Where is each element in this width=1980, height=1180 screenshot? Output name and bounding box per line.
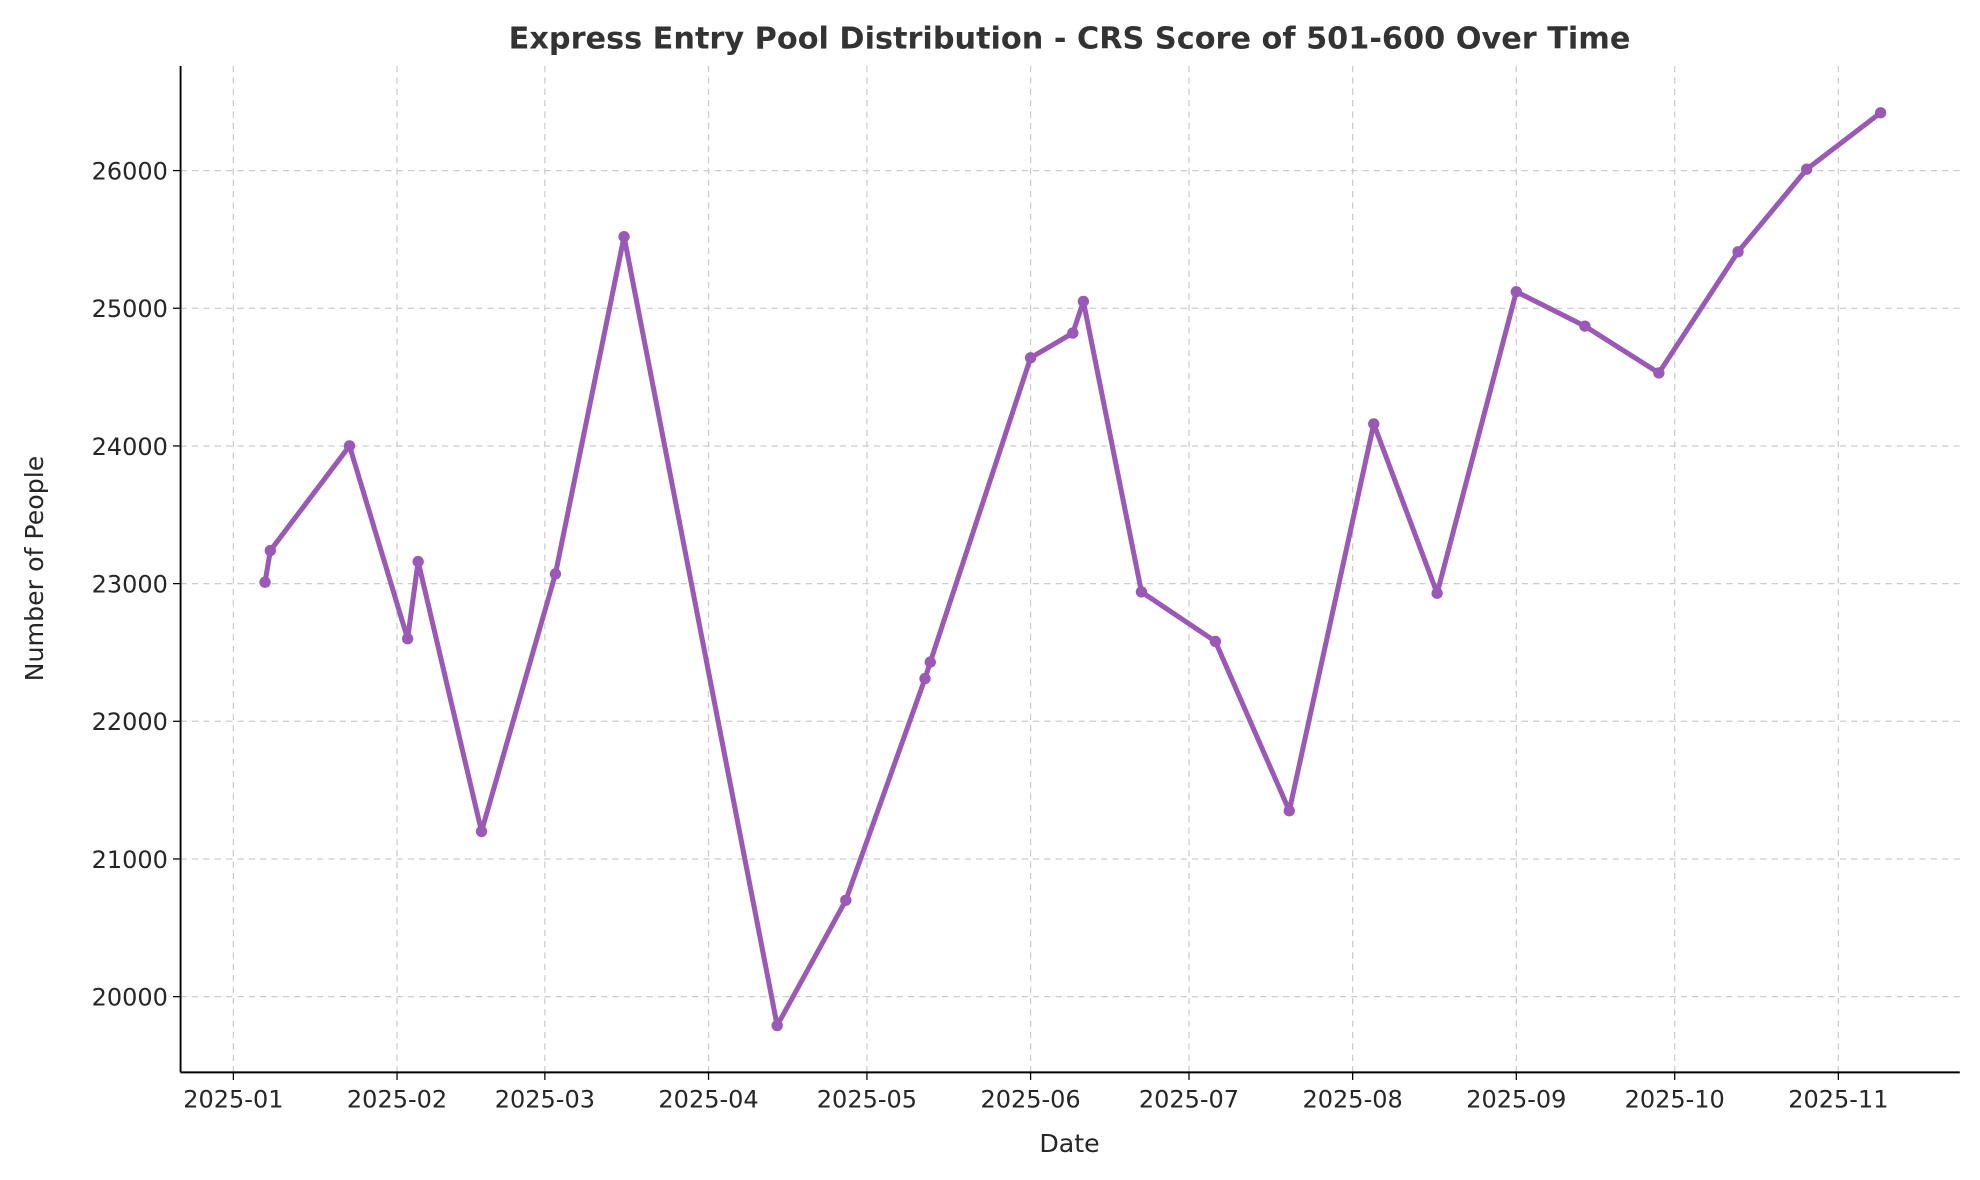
data-point <box>1135 586 1148 598</box>
x-tick-label: 2025-08 <box>1303 1086 1403 1114</box>
data-point <box>1510 286 1522 298</box>
data-point <box>1077 295 1090 308</box>
data-point <box>475 825 488 838</box>
data-point <box>1283 805 1295 817</box>
chart-title: Express Entry Pool Distribution - CRS Sc… <box>509 21 1631 56</box>
x-tick-label: 2025-01 <box>183 1086 283 1114</box>
y-tick-label: 20000 <box>92 983 168 1011</box>
data-point <box>771 1019 783 1032</box>
y-tick-label: 24000 <box>92 433 168 461</box>
x-tick-label: 2025-02 <box>347 1086 447 1114</box>
data-point <box>840 894 852 906</box>
x-axis-label: Date <box>1039 1129 1099 1158</box>
data-point <box>549 568 562 580</box>
data-point <box>343 440 356 452</box>
data-point <box>1431 587 1443 599</box>
data-point <box>1579 320 1591 332</box>
data-point <box>924 656 936 668</box>
x-tick-label: 2025-03 <box>495 1086 595 1114</box>
data-point <box>1653 367 1665 379</box>
y-tick-label: 26000 <box>92 157 168 185</box>
y-axis-label: Number of People <box>20 456 49 682</box>
data-point <box>1209 635 1222 648</box>
data-point <box>1732 246 1744 258</box>
x-tick-label: 2025-11 <box>1788 1086 1888 1114</box>
x-tick-label: 2025-05 <box>817 1086 917 1114</box>
x-tick-label: 2025-07 <box>1139 1086 1239 1114</box>
x-tick-label: 2025-09 <box>1466 1086 1566 1114</box>
data-point <box>919 672 931 685</box>
series-line <box>262 110 1883 1029</box>
y-tick-label: 22000 <box>92 708 168 736</box>
data-point <box>412 555 424 568</box>
data-point <box>264 544 277 557</box>
data-point <box>1024 352 1037 364</box>
y-tick-label: 25000 <box>92 295 168 323</box>
data-point <box>1067 327 1079 339</box>
data-point <box>259 576 271 588</box>
data-point <box>1801 163 1813 175</box>
data-point <box>1874 107 1887 119</box>
data-point <box>1368 418 1380 430</box>
x-tick-label: 2025-04 <box>658 1086 758 1114</box>
data-point <box>401 633 414 645</box>
x-tick-label: 2025-06 <box>980 1086 1080 1114</box>
y-tick-label: 21000 <box>92 846 168 874</box>
y-tick-label: 23000 <box>92 570 168 598</box>
data-point <box>618 230 630 243</box>
x-tick-label: 2025-10 <box>1625 1086 1725 1114</box>
